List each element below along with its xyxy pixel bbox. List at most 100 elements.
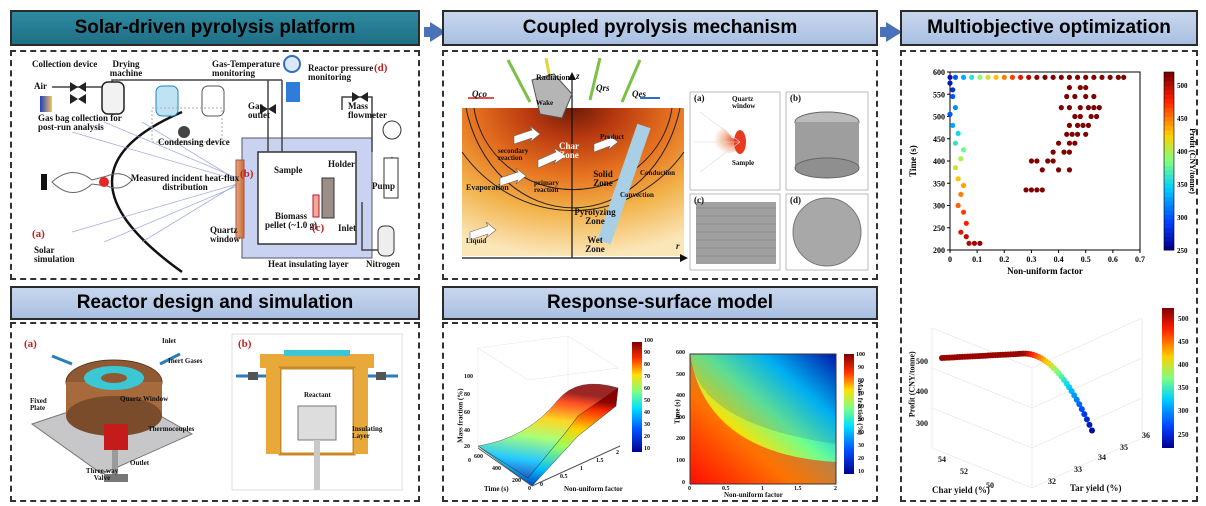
colorbar-segment bbox=[1164, 134, 1174, 140]
data-point bbox=[1099, 74, 1105, 80]
nitrogen-label: Nitrogen bbox=[366, 259, 400, 269]
pareto-3d-point bbox=[1078, 406, 1085, 413]
colorbar-segment bbox=[1164, 125, 1174, 131]
data-point bbox=[1074, 131, 1081, 137]
hm-ytick-4: 200 bbox=[676, 436, 685, 442]
colorbar-segment bbox=[1164, 174, 1174, 180]
p3-cbtick-2: 400 bbox=[1178, 361, 1189, 369]
data-point bbox=[955, 130, 961, 137]
evaporation-label: Evaporation bbox=[466, 183, 509, 192]
data-point bbox=[958, 229, 964, 235]
colorbar-segment bbox=[1164, 209, 1174, 215]
rs3d-ztick-3: 40 bbox=[464, 428, 470, 434]
inset-quartz-label: Quartz window bbox=[732, 95, 756, 111]
hm-xtick-1: 0.5 bbox=[722, 486, 730, 492]
data-point bbox=[1050, 74, 1056, 80]
p3-cbtick-1: 450 bbox=[1178, 338, 1189, 346]
y-axis-label: Time (s) bbox=[908, 145, 918, 177]
colorbar-segment bbox=[1164, 76, 1174, 82]
gas-outlet-label: Gas outlet bbox=[248, 101, 270, 121]
data-point bbox=[1050, 158, 1056, 164]
q-rs-label: Qrs bbox=[596, 83, 610, 93]
data-point bbox=[985, 74, 991, 80]
colorbar-segment bbox=[1164, 143, 1174, 149]
data-point bbox=[1085, 105, 1092, 111]
hm-ytick-1: 500 bbox=[676, 372, 685, 378]
reactor-inlet-label: Inlet bbox=[162, 337, 176, 345]
liquid-label: Liquid bbox=[466, 237, 487, 245]
product-label: Product bbox=[600, 133, 624, 141]
colorbar-segment bbox=[1164, 112, 1174, 117]
pareto-3d-point bbox=[1071, 392, 1078, 399]
wake-label: Wake bbox=[536, 99, 554, 107]
rs3d-cbtick-5: 50 bbox=[644, 398, 650, 404]
primary-label: primary reaction bbox=[534, 179, 559, 195]
colorbar-segment bbox=[1164, 227, 1174, 233]
reactor-diagram bbox=[30, 333, 403, 491]
colorbar-segment bbox=[1164, 178, 1174, 184]
x-tick-label-7: 0.7 bbox=[1135, 255, 1145, 264]
p3-ylabel: Tar yield (%) bbox=[1070, 483, 1122, 493]
p3-cbtick-3: 350 bbox=[1178, 384, 1189, 392]
hm-cbtick-8: 20 bbox=[858, 456, 864, 462]
gas-temp-label: Gas-Temperature monitoring bbox=[212, 59, 280, 79]
data-point bbox=[1055, 140, 1062, 146]
char-zone-label: Char Zone bbox=[559, 141, 579, 161]
data-point bbox=[969, 74, 975, 80]
p3-ztick-1: 400 bbox=[916, 387, 928, 396]
colorbar-segment bbox=[1164, 183, 1174, 189]
colorbar-segment bbox=[1164, 241, 1174, 247]
data-point bbox=[1009, 74, 1016, 80]
inset-sample-label: Sample bbox=[732, 159, 755, 167]
data-point bbox=[1069, 131, 1075, 137]
colorbar-frame bbox=[1163, 71, 1175, 251]
flow-arrow-2 bbox=[886, 22, 902, 42]
pareto-3d-point bbox=[1083, 416, 1090, 423]
platform-header: Solar-driven pyrolysis platform bbox=[10, 10, 420, 46]
colorbar-segment bbox=[1164, 147, 1174, 153]
p3-cbtick-0: 500 bbox=[1178, 315, 1189, 323]
colorbar-segment bbox=[1164, 94, 1174, 100]
colorbar-segment bbox=[1164, 196, 1174, 202]
data-point bbox=[1034, 158, 1040, 164]
inset-a-tag: (a) bbox=[694, 93, 705, 103]
data-point bbox=[1066, 84, 1073, 91]
data-point bbox=[952, 74, 959, 80]
data-point bbox=[1091, 93, 1097, 100]
data-point bbox=[966, 240, 972, 246]
inset-d-tag: (d) bbox=[790, 195, 801, 205]
p3-cbtick-5: 250 bbox=[1178, 431, 1189, 439]
data-point bbox=[1066, 74, 1073, 80]
colorbar-segment bbox=[1164, 98, 1174, 104]
data-point bbox=[971, 240, 978, 246]
drying-machine-label: Drying machine bbox=[109, 59, 143, 79]
data-point bbox=[950, 87, 956, 93]
hm-cbtick-2: 80 bbox=[858, 378, 864, 384]
holder-label: Holder bbox=[328, 159, 355, 169]
x-tick-label-4: 0.4 bbox=[1054, 255, 1064, 264]
hm-xlabel: Non-uniform factor bbox=[724, 491, 783, 499]
wet-zone-label: Wet Zone bbox=[585, 235, 605, 255]
flow-arrow-1-shaft bbox=[424, 27, 432, 37]
hm-ytick-6: 0 bbox=[682, 480, 685, 486]
data-point bbox=[960, 182, 967, 189]
hm-ytick-5: 100 bbox=[676, 458, 685, 464]
platform-panel: Collection device Air Drying machine Gas… bbox=[10, 50, 420, 280]
rs3d-ntick-0: 0 bbox=[540, 482, 543, 488]
data-point bbox=[1039, 167, 1045, 173]
data-point bbox=[1061, 149, 1067, 155]
secondary-label: secondary reaction bbox=[498, 147, 529, 163]
p3-ztick-0: 500 bbox=[916, 357, 928, 366]
quartz-window-label: Quartz window bbox=[210, 225, 241, 245]
p3-ytick-3: 35 bbox=[1120, 443, 1128, 452]
optimization-panel: 600 550 500 450 400 350 300 250 200 0 0.1 0.2 0.3 0.4… bbox=[900, 50, 1198, 502]
colorbar-segment bbox=[1164, 120, 1174, 126]
y-tick-label-0: 600 bbox=[933, 68, 945, 77]
flow-arrow-2-shaft bbox=[880, 27, 888, 37]
data-point bbox=[1023, 187, 1029, 193]
y-tick-label-6: 300 bbox=[933, 202, 945, 211]
reactor-thermocouples-label: Thermocouples bbox=[148, 425, 195, 433]
reactor-outlet-label: Outlet bbox=[130, 459, 150, 467]
data-point bbox=[955, 202, 961, 209]
rs3d-cbtick-3: 70 bbox=[644, 374, 650, 380]
